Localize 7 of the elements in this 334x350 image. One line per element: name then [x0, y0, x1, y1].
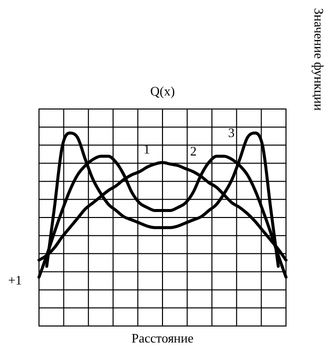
x-axis-title: Расстояние — [132, 330, 194, 346]
series-label: 1 — [144, 141, 150, 156]
chart-title: Q(x) — [150, 83, 175, 98]
text: +1 — [8, 272, 22, 288]
series-label: 2 — [190, 143, 197, 158]
series-label: 3 — [228, 125, 235, 140]
y-axis-title: Значение функции — [312, 8, 327, 111]
